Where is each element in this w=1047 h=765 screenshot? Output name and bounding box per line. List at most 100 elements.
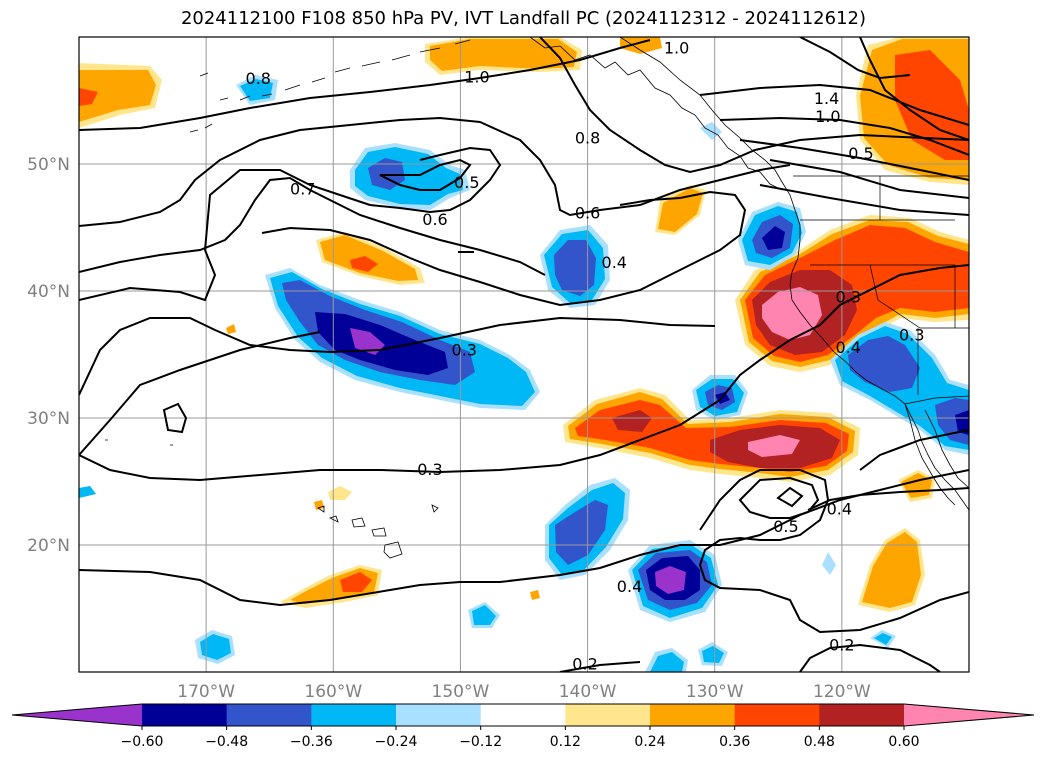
aleutian-islands [189, 39, 471, 133]
pv-contour-line [776, 486, 804, 508]
contour-label: 1.0 [815, 107, 840, 126]
coastlines [105, 37, 969, 559]
pv-negative-region [350, 328, 385, 355]
colorbar-tick-label: −0.24 [375, 734, 418, 750]
colorbar-segment [650, 704, 736, 726]
pv-contour-line [79, 331, 321, 456]
pv-contour-line [719, 116, 969, 156]
pv-positive-region [328, 486, 352, 500]
contour-label: 0.6 [422, 210, 447, 229]
pv-contour-line [261, 190, 747, 307]
colorbar-segment [819, 704, 905, 726]
colorbar-segment [565, 704, 651, 726]
contour-label: 0.5 [454, 173, 479, 192]
longitude-label: 140°W [559, 682, 617, 702]
political-borders [793, 175, 969, 405]
pv-contour-line [79, 264, 969, 482]
colorbar: −0.60 −0.48 −0.36 −0.24 −0.12 0.12 0.24 0.36 0.4… [11, 703, 1035, 750]
contour-label: 0.7 [290, 179, 315, 198]
pv-positive-region [748, 435, 800, 457]
colorbar-tick-label: −0.36 [290, 734, 333, 750]
colorbar-segment [226, 704, 312, 726]
contour-label: 0.4 [617, 577, 642, 596]
pv-contour-line [162, 402, 188, 434]
latitude-label: 40°N [27, 282, 70, 302]
colorbar-segment [311, 704, 397, 726]
shaded-pv-field [79, 37, 969, 672]
pv-contour-line [79, 316, 716, 396]
contour-label: 0.5 [848, 144, 873, 163]
colorbar-extend-min [12, 704, 142, 726]
pv-contour-line [738, 476, 820, 519]
baja-california-coast [904, 403, 969, 506]
pv-contour-line [759, 184, 969, 216]
pv-positive-region [226, 324, 236, 334]
figure-title: 2024112100 F108 850 hPa PV, IVT Landfall… [180, 8, 867, 29]
pv-contour-line [79, 176, 546, 276]
longitude-label: 130°W [686, 682, 744, 702]
us-state-borders [800, 176, 969, 395]
pv-positive-region [350, 256, 378, 272]
pv-negative-region [655, 566, 686, 594]
pv-negative-region [555, 500, 608, 565]
pv-negative-region [874, 633, 892, 645]
north-america-coastline [619, 37, 969, 511]
colorbar-segment [734, 704, 820, 726]
contour-label: 0.2 [572, 654, 597, 673]
contour-label: 0.4 [835, 338, 860, 357]
pv-negative-region [650, 652, 684, 672]
contour-label: 0.8 [575, 129, 600, 148]
pv-contour-line [699, 83, 969, 126]
pv-positive-region [895, 50, 969, 160]
latitude-label: 20°N [27, 536, 70, 556]
pv-contour-line [859, 429, 969, 471]
pv-negative-region [702, 646, 724, 663]
pv-negative-region [472, 605, 496, 625]
contour-label: 1.0 [664, 38, 689, 57]
colorbar-tick-label: −0.12 [459, 734, 502, 750]
colorbar-tick-label: −0.48 [205, 734, 248, 750]
contour-label: 0.8 [246, 69, 271, 88]
pv-positive-region [79, 88, 98, 106]
pv-negative-region [822, 552, 836, 575]
mexico-border [904, 395, 969, 405]
contour-label: 0.4 [827, 499, 852, 518]
pv-contour-line [739, 139, 969, 181]
contour-label: 0.3 [452, 341, 477, 360]
pv-positive-region [612, 410, 652, 432]
longitude-label: 120°W [813, 682, 871, 702]
colorbar-segment [396, 704, 482, 726]
pv-contour-line [807, 487, 969, 511]
contour-label: 0.3 [899, 325, 924, 344]
contour-label: 0.3 [835, 287, 860, 306]
pv-positive-region [430, 39, 577, 71]
contour-labels: 1.01.01.41.00.80.80.50.7 0.50.6 0.60.40.30… [246, 38, 925, 673]
pv-contour-line [379, 158, 472, 191]
contour-label: 0.2 [829, 635, 854, 654]
alaska-coast-detail [529, 37, 783, 191]
longitude-label: 170°W [177, 682, 235, 702]
pv-contour-line [769, 159, 969, 199]
colorbar-tick-label: 0.12 [550, 734, 581, 750]
pv-positive-region [530, 590, 540, 600]
contour-label: 0.6 [575, 204, 600, 223]
pv-positive-region [862, 532, 921, 608]
pv-positive-region [620, 37, 662, 54]
longitude-label: 160°W [304, 682, 362, 702]
pv-negative-region [554, 240, 596, 296]
pv-negative-region [955, 410, 969, 435]
pv-contours [79, 37, 969, 672]
hawaii-islands [317, 505, 403, 559]
longitude-label: 150°W [432, 682, 490, 702]
pv-contour-line [698, 469, 969, 634]
pv-contour-line [799, 37, 911, 80]
colorbar-segment [142, 704, 228, 726]
pv-positive-region [762, 287, 822, 340]
pv-negative-region [79, 486, 96, 498]
latitude-label: 50°N [27, 155, 70, 175]
colorbar-tick-label: 0.36 [719, 734, 750, 750]
contour-label: 1.0 [464, 68, 489, 87]
colorbar-tick-label: −0.60 [121, 734, 164, 750]
pv-positive-region [658, 188, 703, 232]
pv-contour-line [79, 146, 502, 302]
